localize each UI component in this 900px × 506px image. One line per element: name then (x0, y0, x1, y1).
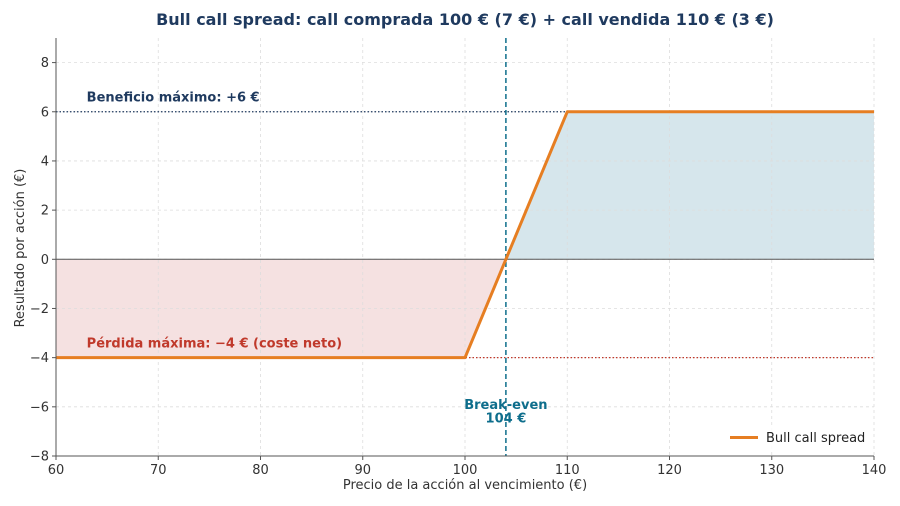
y-tick-label: 2 (41, 204, 49, 219)
y-tick-label: −8 (30, 450, 49, 465)
x-tick-labels: 60 70 80 90 100 110 120 130 140 (48, 456, 887, 478)
max-loss-annotation: Pérdida máxima: −4 € (coste neto) (87, 336, 342, 351)
y-axis-label: Resultado por acción (€) (13, 169, 28, 328)
x-tick-label: 130 (759, 463, 784, 478)
chart-title: Bull call spread: call comprada 100 € (7… (156, 10, 774, 29)
y-tick-label: 6 (41, 105, 49, 120)
break-even-annotation-value: 104 € (486, 411, 527, 426)
reference-lines (56, 38, 874, 456)
y-tick-label: −4 (30, 351, 49, 366)
y-tick-label: 0 (41, 253, 49, 268)
y-tick-labels: −8 −6 −4 −2 0 2 4 6 8 (30, 56, 56, 465)
x-tick-label: 60 (48, 463, 65, 478)
payoff-line (56, 110, 874, 360)
x-tick-label: 90 (354, 463, 371, 478)
x-tick-label: 100 (453, 463, 478, 478)
x-tick-label: 70 (150, 463, 167, 478)
y-tick-label: 4 (41, 154, 49, 169)
x-axis-label: Precio de la acción al vencimiento (€) (343, 478, 587, 493)
payoff-series (56, 110, 874, 360)
x-tick-label: 140 (862, 463, 887, 478)
legend-label: Bull call spread (766, 431, 865, 446)
break-even-annotation-title: Break-even (464, 398, 547, 413)
y-tick-label: −6 (30, 400, 49, 415)
max-profit-annotation: Beneficio máximo: +6 € (87, 91, 260, 106)
x-tick-label: 110 (555, 463, 580, 478)
x-tick-label: 120 (657, 463, 682, 478)
legend-box (718, 425, 870, 449)
legend: Bull call spread (718, 425, 870, 449)
profit-area (505, 111, 874, 260)
y-tick-label: −2 (30, 302, 49, 317)
y-tick-label: 8 (41, 56, 49, 71)
x-tick-label: 80 (252, 463, 269, 478)
annotations: Beneficio máximo: +6 € Pérdida máxima: −… (87, 91, 548, 427)
